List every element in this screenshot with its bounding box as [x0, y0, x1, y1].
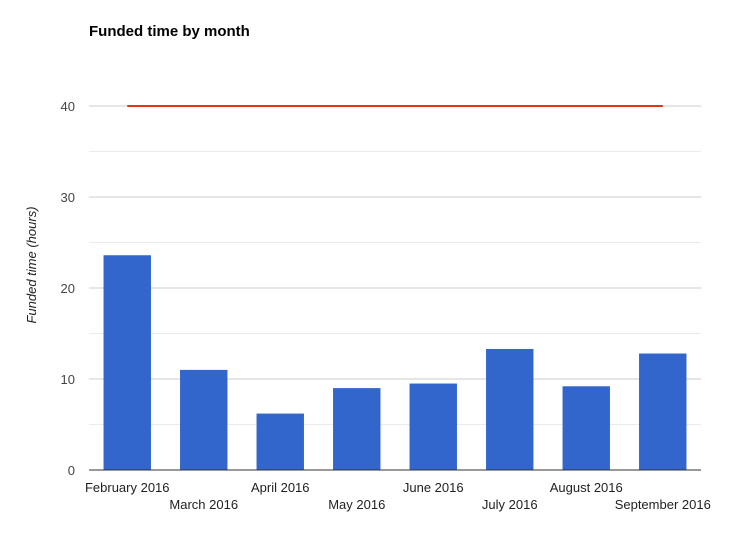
- y-tick-label: 40: [61, 99, 75, 114]
- y-tick-labels: 0 10 20 30 40: [61, 99, 75, 478]
- x-category-label: August 2016: [550, 480, 623, 495]
- bar: [103, 255, 151, 470]
- x-category-label: July 2016: [482, 497, 538, 512]
- bar: [486, 348, 534, 470]
- bar: [180, 369, 228, 470]
- bar: [333, 388, 381, 470]
- bar: [639, 353, 687, 470]
- y-tick-label: 0: [68, 463, 75, 478]
- x-category-label: March 2016: [169, 497, 238, 512]
- bar: [256, 413, 304, 470]
- y-tick-label: 20: [61, 281, 75, 296]
- x-category-label: April 2016: [251, 480, 310, 495]
- x-category-labels: February 2016 March 2016 April 2016 May 201…: [85, 480, 711, 512]
- x-category-label: September 2016: [615, 497, 711, 512]
- x-category-label: February 2016: [85, 480, 170, 495]
- bar: [562, 386, 610, 470]
- bar: [409, 383, 457, 470]
- y-tick-label: 30: [61, 190, 75, 205]
- y-tick-label: 10: [61, 372, 75, 387]
- chart-title: Funded time by month: [89, 23, 250, 40]
- x-category-label: June 2016: [403, 480, 464, 495]
- bars: [89, 255, 701, 471]
- x-category-label: May 2016: [328, 497, 385, 512]
- y-axis-title: Funded time (hours): [24, 206, 39, 323]
